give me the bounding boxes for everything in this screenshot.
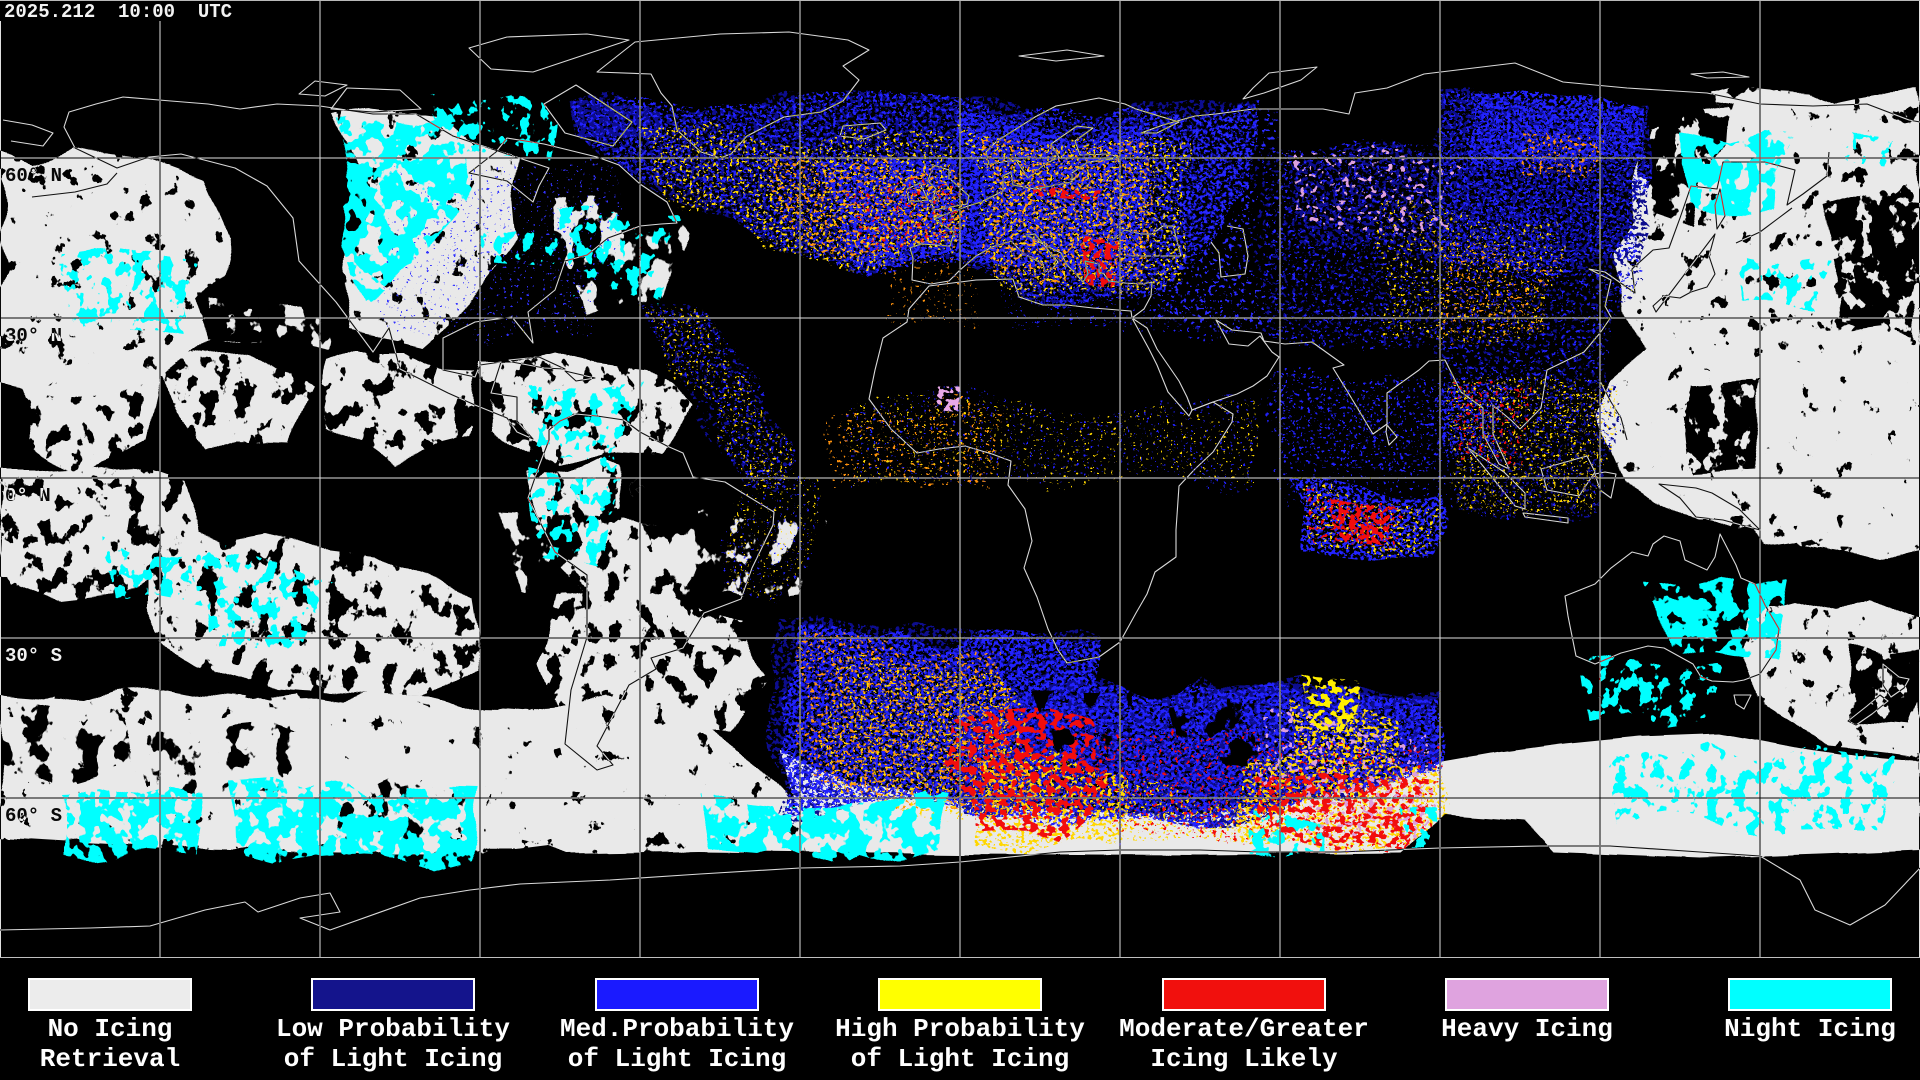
svg-text:60° N: 60° N: [5, 165, 62, 187]
svg-text:Heavy Icing: Heavy Icing: [1441, 1014, 1613, 1044]
svg-text:60° S: 60° S: [5, 805, 62, 827]
svg-text:30° S: 30° S: [5, 645, 62, 667]
svg-text:2025.212 10:00 UTC: 2025.212 10:00 UTC: [4, 1, 232, 23]
svg-text:Low Probability: Low Probability: [276, 1014, 510, 1044]
svg-text:of Light Icing: of Light Icing: [284, 1044, 502, 1074]
svg-text:High Probability: High Probability: [835, 1014, 1085, 1044]
svg-text:No Icing: No Icing: [48, 1014, 173, 1044]
svg-text:of Light Icing: of Light Icing: [568, 1044, 786, 1074]
svg-text:Icing Likely: Icing Likely: [1150, 1044, 1338, 1074]
svg-text:Night Icing: Night Icing: [1724, 1014, 1896, 1044]
svg-text:0° N: 0° N: [5, 485, 51, 507]
svg-text:of Light Icing: of Light Icing: [851, 1044, 1069, 1074]
svg-text:30° N: 30° N: [5, 325, 62, 347]
svg-text:Med.Probability: Med.Probability: [560, 1014, 794, 1044]
svg-text:Retrieval: Retrieval: [40, 1044, 180, 1074]
svg-text:Moderate/Greater: Moderate/Greater: [1119, 1014, 1369, 1044]
